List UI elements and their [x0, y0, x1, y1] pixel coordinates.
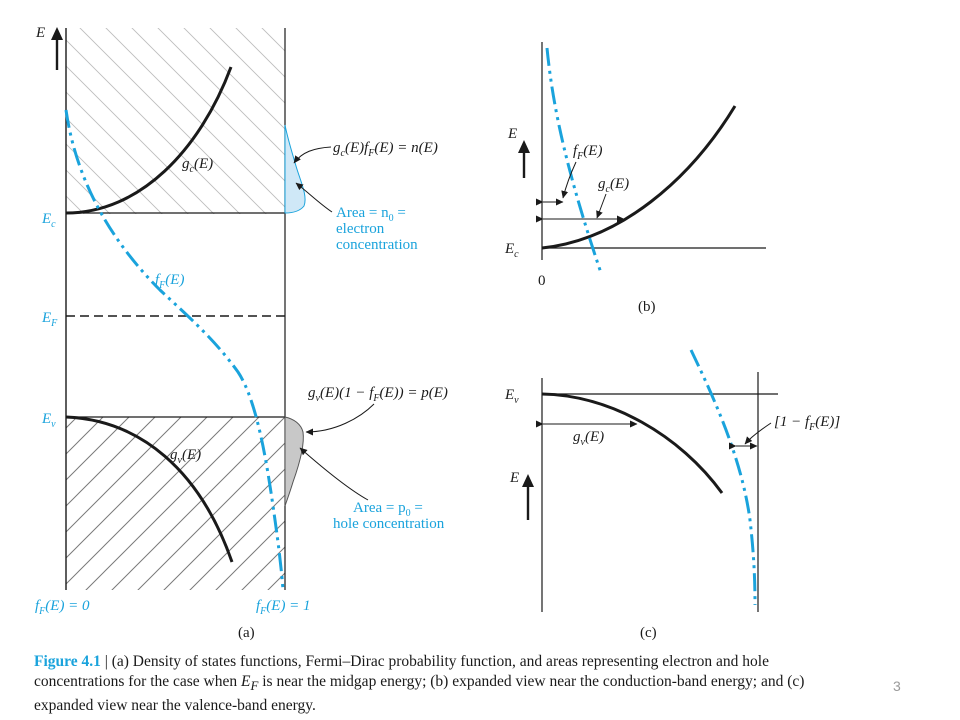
electron-area-leader [295, 182, 333, 213]
panel-b-gc-label: gc(E) [598, 176, 629, 195]
panel-b-fermi-curve [545, 47, 603, 274]
panel-c-bracket-leader [744, 422, 772, 445]
panel-b-energy-arrowhead [518, 140, 530, 153]
panel-b-origin: 0 [538, 273, 546, 289]
gc-curve [65, 66, 233, 215]
panel-b-label: (b) [638, 299, 656, 315]
fermi-one-label: fF(E) = 1 [256, 598, 311, 617]
panel-c: E Ev gv(E) [1 − fF(E)] (c) [504, 349, 840, 641]
electron-product-label: gc(E)fF(E) = n(E) [333, 140, 438, 159]
figure-caption-ef: EF [241, 673, 259, 694]
electron-concentration-area [284, 124, 306, 214]
panel-b-gc-leader [596, 193, 607, 219]
gc-curve-label: gc(E) [182, 156, 213, 175]
figure-caption-separator: | [100, 653, 112, 670]
hole-product-leader [305, 403, 375, 436]
page-number: 3 [893, 678, 901, 694]
hole-concentration-area [284, 416, 304, 507]
valence-band-hatch [66, 417, 285, 590]
panel-a-energy-arrowhead [51, 27, 63, 40]
fermi-curve-label: fF(E) [155, 272, 184, 291]
panel-a-label: (a) [238, 625, 255, 641]
ec-label: Ec [41, 211, 56, 230]
panel-c-gv-label: gv(E) [573, 429, 604, 448]
electron-area-label: Area = n0 = [336, 205, 406, 224]
gv-curve-label: gv(E) [170, 447, 201, 466]
gv-curve [65, 415, 234, 563]
electron-area-line2: electron [336, 221, 385, 237]
panel-b-ff-leader [561, 161, 577, 199]
electron-area-line3: concentration [336, 237, 418, 253]
ev-label: Ev [41, 411, 56, 430]
panel-c-energy-arrowhead [522, 474, 534, 487]
conduction-band-hatch [66, 28, 285, 214]
panel-c-gv-curve [541, 392, 724, 494]
figure-caption: Figure 4.1 | (a) Density of states funct… [34, 652, 854, 716]
panel-b-axis-label: E [507, 126, 517, 142]
panel-a: E Ec EF Ev gc(E) gv(E) fF(E) gc(E)fF(E) … [35, 25, 448, 641]
panel-b: E fF(E) gc(E) Ec 0 (b) [504, 42, 766, 315]
hole-area-label: Area = p0 = [353, 500, 423, 519]
figure-caption-title: Figure 4.1 [34, 653, 101, 670]
panel-c-label: (c) [640, 625, 657, 641]
figure-caption-text-1: (a) Density of states functions, Fermi–D… [34, 653, 769, 690]
hole-product-label: gv(E)(1 − fF(E)) = p(E) [308, 385, 448, 404]
fermi-zero-label: fF(E) = 0 [35, 598, 90, 617]
panel-a-axis-label: E [35, 25, 45, 41]
fermi-dirac-curve [64, 109, 285, 591]
panel-b-ec-label: Ec [504, 241, 519, 260]
hole-area-leader [299, 447, 369, 501]
panel-c-bracket-label: [1 − fF(E)] [774, 414, 840, 433]
panel-c-ev-label: Ev [504, 387, 519, 406]
panel-b-gc-curve [541, 105, 737, 250]
figure-caption-text-2: is near the midgap energy; (b) expanded … [34, 673, 805, 715]
panel-c-fermi-curve [689, 349, 757, 606]
panel-c-axis-label: E [509, 470, 519, 486]
hole-area-line2: hole concentration [333, 516, 445, 532]
electron-product-leader [293, 146, 332, 164]
panel-b-ff-label: fF(E) [573, 143, 602, 162]
ef-label: EF [41, 310, 58, 329]
